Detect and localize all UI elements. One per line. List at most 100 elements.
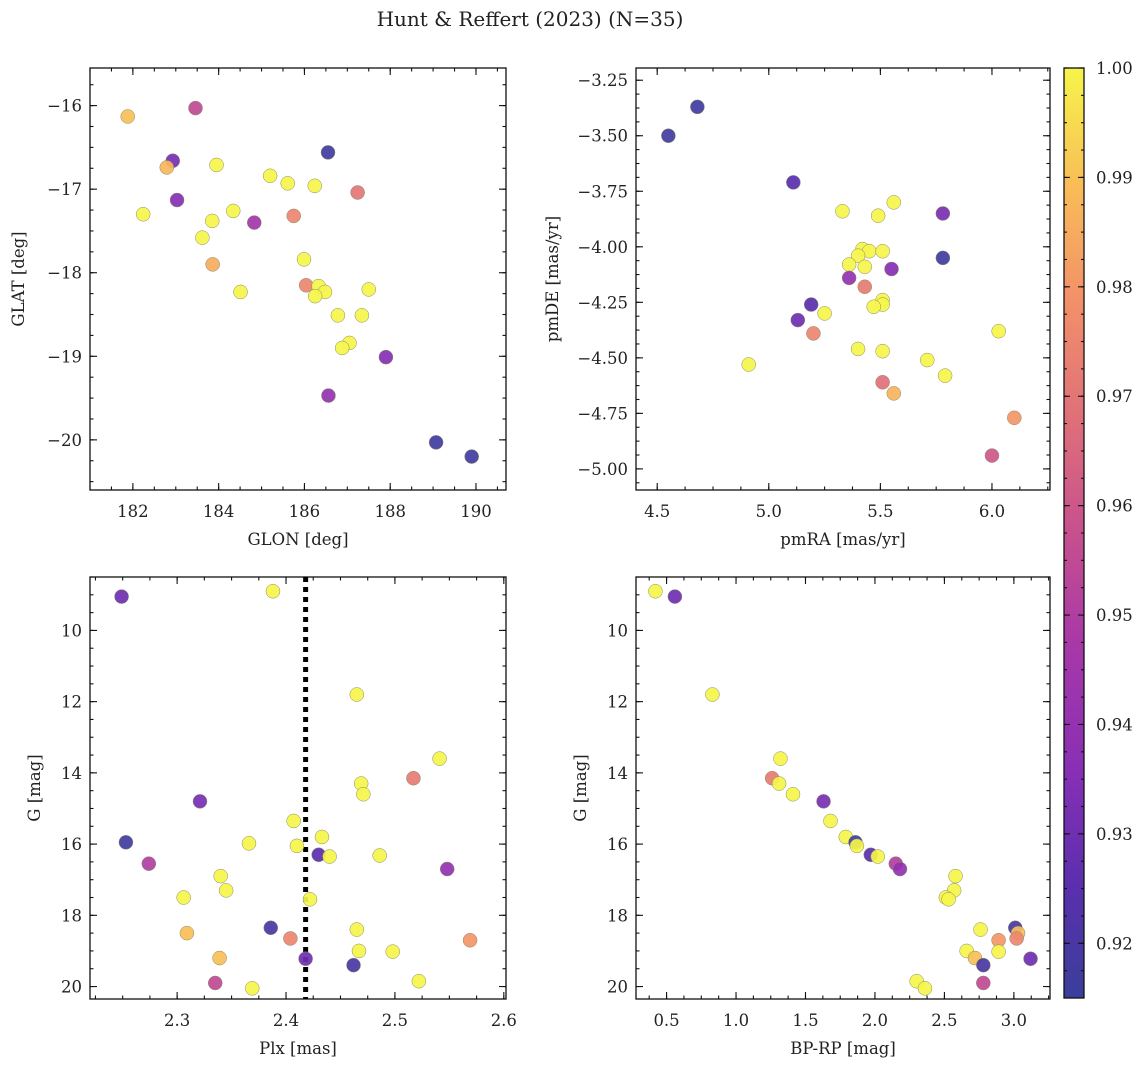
pm-data-point — [850, 341, 866, 357]
pm-data-point — [857, 279, 873, 295]
pm-ytick-label: −3.50 — [577, 127, 628, 146]
plx-data-point — [192, 794, 208, 809]
plx-data-point — [322, 849, 337, 864]
pm-data-point — [884, 261, 899, 277]
sky-ylabel: GLAT [deg] — [9, 231, 28, 326]
cmd-ytick-label: 16 — [607, 835, 628, 854]
pm-xtick-label: 6.0 — [979, 502, 1005, 521]
pm-ytick-label: −4.25 — [577, 293, 628, 312]
cmd-ytick-label: 20 — [607, 978, 628, 997]
sky-data-point — [307, 288, 323, 304]
pm-xtick-label: 5.5 — [867, 502, 893, 521]
pm-data-point — [1007, 410, 1022, 426]
plx-ylabel: G [mag] — [25, 754, 44, 821]
pm-data-point — [835, 204, 850, 219]
cmd-data-point — [773, 751, 788, 766]
pm-data-point — [875, 375, 890, 390]
cmd-data-point — [976, 975, 991, 991]
plx-ytick-label: 10 — [61, 621, 82, 640]
sky-data-point — [330, 308, 346, 323]
sky-axes-frame — [89, 67, 507, 491]
pm-data-point — [935, 250, 951, 266]
cmd-data-point — [941, 892, 956, 907]
plx-data-point — [118, 835, 134, 850]
plx-data-point — [179, 925, 195, 941]
pm-data-point — [790, 312, 806, 328]
plx-data-point — [298, 951, 313, 967]
plx-data-point — [212, 950, 227, 966]
plx-data-point — [432, 751, 447, 766]
colorbar-tick-label: 0.97 — [1096, 387, 1133, 406]
pm-ylabel: pmDE [mas/yr] — [543, 216, 562, 342]
sky-ytick-label: −16 — [47, 97, 82, 116]
cmd-xtick-label: 1.0 — [723, 1011, 749, 1030]
pm-ytick-label: −5.00 — [577, 460, 628, 479]
cmd-xtick-label: 2.5 — [931, 1011, 957, 1030]
cmd-xtick-label: 1.5 — [792, 1011, 818, 1030]
plx-data-point — [439, 861, 455, 877]
cmd-xtick-label: 3.0 — [1001, 1011, 1027, 1030]
cmd-data-point — [785, 786, 801, 802]
plx-data-point — [283, 931, 298, 946]
plx-ytick-label: 18 — [61, 906, 82, 925]
sky-data-point — [204, 213, 220, 229]
cmd-xlabel: BP-RP [mag] — [790, 1039, 896, 1058]
sky-data-point — [296, 252, 312, 267]
cmd-data-point — [1023, 951, 1038, 967]
colorbar-tick-label: 1.00 — [1096, 59, 1133, 78]
cmd-data-point — [849, 838, 865, 854]
pm-xtick-label: 5.0 — [756, 502, 782, 521]
cmd-data-point — [771, 776, 787, 791]
pm-data-point — [984, 448, 1000, 463]
cmd-data-point — [991, 944, 1006, 959]
plx-data-point — [346, 957, 361, 973]
panel-parallax-magnitude: 2.3 2.4 2.5 2.6 10 12 14 16 18 20 Plx [mas] G [mag] — [25, 576, 517, 1058]
sky-data-point — [225, 203, 241, 219]
cmd-data-point — [973, 922, 988, 937]
cmd-xtick-label: 0.5 — [653, 1011, 679, 1030]
cmd-data-point — [948, 868, 963, 884]
sky-xtick-label: 182 — [117, 502, 149, 521]
plx-axes-frame — [89, 576, 507, 1000]
sky-ytick-label: −17 — [47, 180, 82, 199]
colorbar-tick-label: 0.93 — [1096, 825, 1133, 844]
plx-data-point — [114, 589, 129, 604]
plx-data-point — [351, 943, 367, 959]
plx-data-point — [141, 856, 157, 871]
pm-axes-frame — [635, 67, 1051, 491]
pm-data-point — [850, 248, 866, 263]
cmd-ytick-label: 14 — [607, 764, 628, 783]
pm-data-point — [886, 386, 902, 401]
panel-sky-position: 182 184 186 188 190 −20 −19 −18 −17 −16 GLON [deg]… — [9, 67, 507, 549]
pm-ytick-label: −4.00 — [577, 238, 628, 257]
cmd-data-point — [976, 957, 991, 973]
pm-data-point — [937, 368, 953, 383]
cmd-data-point — [816, 794, 831, 809]
pm-data-point — [817, 306, 832, 321]
pm-data-point — [991, 323, 1006, 339]
pm-data-point — [806, 326, 821, 341]
pm-data-point — [741, 357, 756, 372]
plx-data-point — [176, 890, 191, 905]
plx-data-point — [314, 829, 330, 845]
pm-data-point — [935, 206, 951, 221]
plx-xtick-label: 2.4 — [273, 1011, 299, 1030]
plx-data-point — [411, 973, 427, 989]
plx-data-point — [302, 892, 318, 907]
cmd-data-point — [667, 589, 683, 604]
plx-xtick-label: 2.6 — [491, 1011, 517, 1030]
sky-xtick-label: 190 — [460, 502, 492, 521]
cmd-data-point — [648, 583, 663, 599]
cmd-ylabel: G [mag] — [571, 754, 590, 821]
colorbar: 0.92 0.93 0.94 0.95 0.96 0.97 0.98 0.99 1.00 — [1063, 59, 1133, 999]
sky-data-point — [321, 388, 336, 403]
sky-data-point — [159, 160, 175, 175]
plx-data-point — [289, 838, 305, 854]
cmd-data-point — [705, 687, 720, 702]
plx-data-point — [213, 868, 228, 884]
pm-data-point — [661, 128, 676, 143]
sky-xlabel: GLON [deg] — [247, 530, 348, 549]
pm-data-point — [690, 99, 705, 115]
cmd-ytick-label: 10 — [607, 621, 628, 640]
sky-data-point — [320, 145, 336, 160]
